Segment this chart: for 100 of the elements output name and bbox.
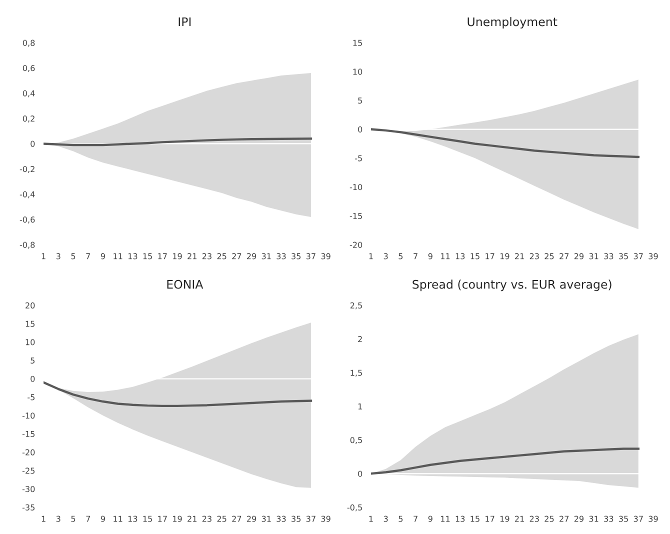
x-tick-label: 23: [202, 516, 212, 522]
x-tick-label: 39: [321, 516, 330, 522]
y-tick-label: -15: [350, 213, 362, 220]
x-tick-label: 13: [456, 516, 465, 522]
x-tick-label: 27: [560, 516, 569, 522]
y-tick-label: -5: [28, 394, 35, 400]
x-tick-label: 5: [398, 253, 403, 260]
y-tick-label: 10: [26, 339, 35, 346]
y-tick-label: 2: [358, 336, 362, 342]
x-tick-label: 7: [414, 253, 418, 260]
y-tick-label: 20: [26, 302, 35, 308]
x-tick-label: 39: [648, 516, 658, 522]
y-tick-label: 0: [358, 470, 362, 477]
x-tick-label: 31: [262, 516, 271, 522]
x-tick-label: 9: [100, 253, 105, 260]
x-tick-label: 15: [470, 253, 480, 260]
x-tick-label: 9: [428, 516, 432, 522]
y-tick-label: 15: [26, 320, 35, 327]
x-tick-label: 19: [173, 253, 182, 260]
x-tick-label: 39: [321, 253, 330, 260]
line-series: [44, 138, 312, 146]
y-tick-label: -0,8: [20, 242, 35, 249]
x-tick-label: 11: [441, 253, 450, 260]
chart-title: Unemployment: [468, 17, 558, 29]
y-tick-label: 1,5: [350, 370, 362, 377]
x-tick-label: 27: [232, 516, 242, 522]
y-tick-label: -0,6: [20, 216, 35, 224]
x-tick-label: 25: [544, 516, 554, 522]
x-tick-label: 35: [292, 516, 301, 522]
y-tick-label: -5: [355, 155, 362, 162]
x-tick-label: 11: [114, 516, 122, 522]
x-tick-label: 23: [530, 253, 539, 260]
x-tick-label: 1: [369, 253, 373, 260]
x-tick-label: 33: [604, 516, 614, 522]
y-tick-label: -0,2: [20, 166, 34, 173]
x-tick-label: 15: [470, 516, 480, 522]
x-tick-label: 11: [441, 516, 450, 522]
x-tick-label: 37: [306, 516, 316, 522]
x-tick-label: 1: [369, 516, 373, 522]
x-tick-label: 1: [42, 253, 46, 260]
x-tick-label: 9: [428, 253, 432, 260]
x-tick-label: 23: [202, 253, 212, 260]
x-tick-label: 35: [619, 516, 628, 522]
x-tick-label: 13: [128, 253, 138, 260]
x-tick-label: 3: [56, 516, 60, 522]
y-tick-label: 5: [30, 358, 35, 364]
x-tick-label: 25: [544, 253, 554, 260]
x-tick-label: 9: [100, 516, 105, 522]
y-tick-label: 0: [30, 140, 35, 147]
x-tick-label: 7: [414, 516, 418, 522]
y-tick-label: 1: [358, 403, 362, 410]
x-tick-label: 25: [217, 516, 226, 522]
x-tick-label: 21: [515, 253, 524, 260]
y-tick-label: -0,4: [20, 191, 35, 198]
x-tick-label: 37: [634, 516, 643, 522]
x-tick-label: 1: [42, 516, 46, 522]
line-series: [44, 381, 312, 408]
x-tick-label: 31: [589, 253, 598, 260]
y-tick-label: -15: [22, 431, 35, 438]
x-tick-label: 15: [143, 516, 152, 522]
x-tick-label: 21: [188, 516, 196, 522]
x-tick-label: 39: [648, 253, 658, 260]
x-tick-label: 21: [515, 516, 524, 522]
x-tick-label: 7: [86, 253, 90, 260]
x-tick-label: 7: [86, 516, 90, 522]
x-tick-label: 29: [574, 516, 584, 522]
x-tick-label: 5: [398, 516, 403, 522]
x-tick-label: 33: [276, 253, 286, 260]
y-tick-label: 0: [30, 376, 35, 382]
y-tick-label: 15: [353, 40, 362, 46]
x-tick-label: 31: [262, 253, 271, 260]
x-tick-label: 29: [247, 253, 256, 260]
chart-title: IPI: [178, 17, 191, 26]
y-tick-label: -35: [22, 504, 35, 510]
x-tick-label: 37: [634, 253, 643, 260]
x-tick-label: 17: [486, 516, 494, 522]
x-tick-label: 5: [71, 253, 76, 260]
x-tick-label: 19: [500, 253, 510, 260]
x-tick-label: 33: [604, 253, 614, 260]
x-tick-label: 25: [217, 253, 226, 260]
y-tick-label: 0,5: [350, 437, 362, 444]
x-tick-label: 33: [276, 516, 286, 522]
x-tick-label: 13: [456, 253, 465, 260]
x-tick-label: 3: [56, 253, 60, 260]
y-tick-label: 0,6: [22, 65, 35, 72]
x-tick-label: 19: [500, 516, 510, 522]
x-tick-label: 35: [619, 253, 628, 260]
x-tick-label: 13: [128, 516, 138, 522]
y-tick-label: 0,8: [22, 40, 35, 47]
x-tick-label: 27: [232, 253, 242, 260]
y-tick-label: 0: [358, 126, 362, 132]
x-tick-label: 17: [158, 253, 167, 260]
y-tick-label: -20: [22, 449, 35, 456]
y-tick-label: 0,2: [22, 116, 34, 122]
y-tick-label: -10: [22, 412, 35, 419]
x-tick-label: 5: [71, 516, 76, 522]
x-tick-label: 11: [114, 253, 122, 260]
y-tick-label: 10: [353, 68, 362, 75]
y-tick-label: -30: [22, 486, 35, 492]
y-tick-label: 0,4: [22, 90, 35, 98]
